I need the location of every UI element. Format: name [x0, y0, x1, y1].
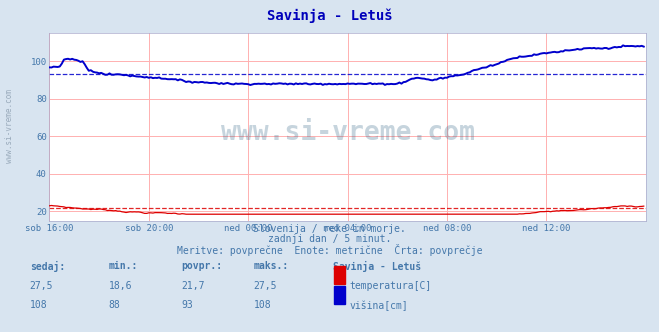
Text: 27,5: 27,5 [254, 281, 277, 290]
Text: 108: 108 [254, 300, 272, 310]
Text: sedaj:: sedaj: [30, 261, 65, 272]
Text: maks.:: maks.: [254, 261, 289, 271]
Text: temperatura[C]: temperatura[C] [349, 281, 432, 290]
Text: Savinja - Letuš: Savinja - Letuš [267, 8, 392, 23]
Text: www.si-vreme.com: www.si-vreme.com [5, 89, 14, 163]
Text: Meritve: povprečne  Enote: metrične  Črta: povprečje: Meritve: povprečne Enote: metrične Črta:… [177, 244, 482, 256]
Text: www.si-vreme.com: www.si-vreme.com [221, 120, 474, 146]
Text: višina[cm]: višina[cm] [349, 300, 408, 311]
Text: 108: 108 [30, 300, 47, 310]
Text: 27,5: 27,5 [30, 281, 53, 290]
Text: min.:: min.: [109, 261, 138, 271]
Text: 93: 93 [181, 300, 193, 310]
Text: zadnji dan / 5 minut.: zadnji dan / 5 minut. [268, 234, 391, 244]
Text: povpr.:: povpr.: [181, 261, 222, 271]
Text: 21,7: 21,7 [181, 281, 205, 290]
Text: Savinja - Letuš: Savinja - Letuš [333, 261, 421, 272]
Text: 88: 88 [109, 300, 121, 310]
Text: 18,6: 18,6 [109, 281, 132, 290]
Text: Slovenija / reke in morje.: Slovenija / reke in morje. [253, 224, 406, 234]
